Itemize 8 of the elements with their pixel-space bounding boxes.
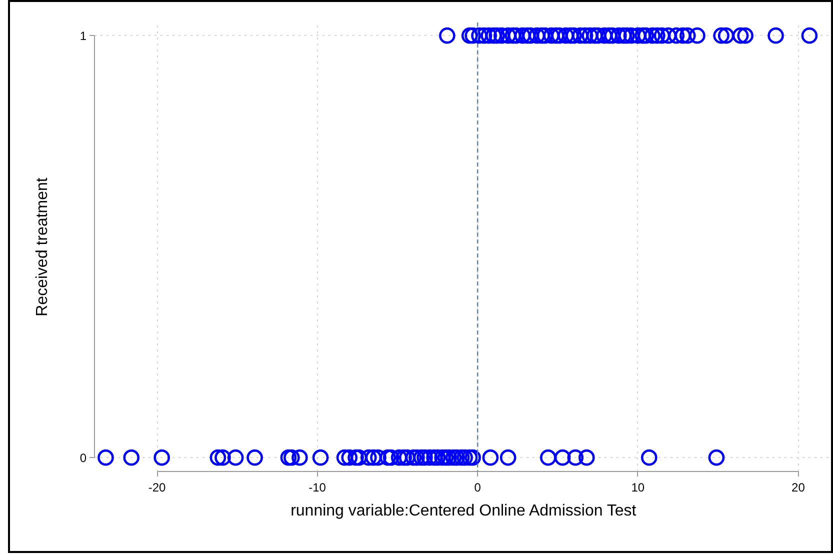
x-tick-label: -10 <box>308 480 326 494</box>
x-tick-label: -20 <box>148 480 166 494</box>
x-tick-label: 20 <box>792 480 806 494</box>
x-tick-label: 10 <box>631 480 645 494</box>
x-tick-label: 0 <box>474 480 482 494</box>
x-axis-title: running variable:Centered Online Admission Test <box>290 502 637 520</box>
y-axis-title: Received treatment <box>34 177 51 316</box>
y-tick-label: 1 <box>80 29 87 44</box>
